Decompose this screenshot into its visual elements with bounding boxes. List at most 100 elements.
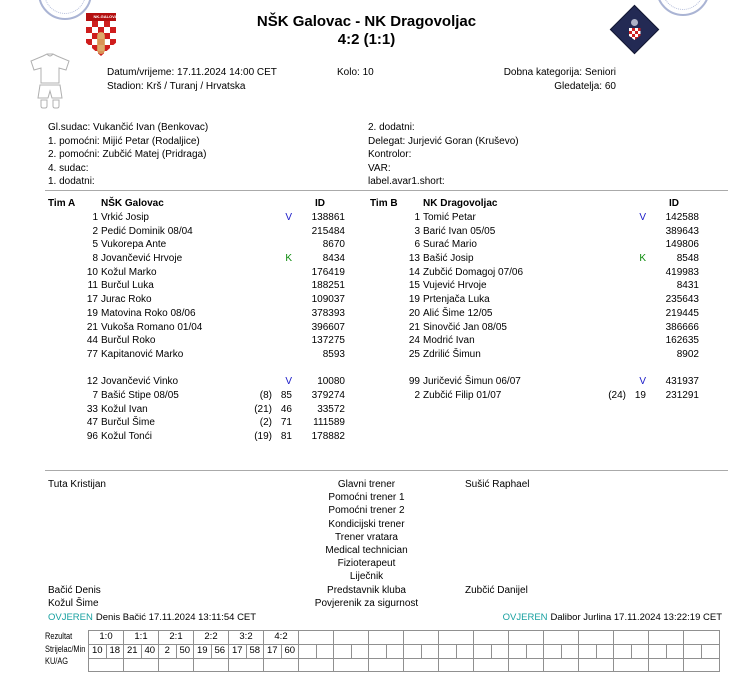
- score-cell: [474, 631, 509, 644]
- player-name: Zubčić Filip 01/07: [423, 389, 502, 401]
- scorer-minute-cell: 19: [194, 645, 212, 658]
- player-number: 3: [414, 225, 420, 237]
- score-cell: [369, 631, 404, 644]
- minute-or-mark: [272, 238, 292, 252]
- minute-or-mark: [626, 348, 646, 362]
- player-row: 6 Surać Mario 149806: [370, 238, 702, 252]
- scorer-minute-cell: [579, 645, 597, 658]
- substitution-info: [242, 334, 292, 348]
- home-staff-name: Tuta Kristijan: [48, 479, 106, 490]
- player-number: 25: [408, 348, 420, 360]
- player-row: 15 Vujević Hrvoje 8431: [370, 279, 702, 293]
- player-id: 231291: [665, 389, 699, 401]
- player-id: 215484: [311, 225, 345, 237]
- player-row: 14 Zubčić Domagoj 07/06 419983: [370, 266, 702, 280]
- minute-or-mark: [272, 348, 292, 362]
- player-name: Vrkić Josip: [101, 212, 149, 223]
- staff-row: Glavni trener Tuta Kristijan Sušić Raphael: [0, 478, 733, 491]
- grid-row-label: Rezultat: [45, 631, 73, 642]
- kuag-cell: [194, 659, 229, 671]
- score-cell: [509, 631, 544, 644]
- minute-or-mark: V: [285, 212, 292, 223]
- minute-or-mark: [272, 279, 292, 293]
- sub-for-number: (19): [254, 431, 272, 442]
- player-name: Zubčić Domagoj 07/06: [423, 266, 524, 278]
- player-number: 11: [87, 280, 98, 292]
- substitution-info: (2) 71: [242, 416, 292, 430]
- goalkeeper-mark: V: [596, 375, 646, 389]
- kuag-cell: [89, 659, 124, 671]
- scorer-minute-cell: [527, 645, 544, 658]
- score-cell: [404, 631, 439, 644]
- player-id: 431937: [665, 376, 699, 388]
- player-id: 219445: [665, 307, 699, 319]
- player-id: 109037: [311, 294, 345, 306]
- staff-role-label: Pomoćni trener 2: [328, 505, 405, 517]
- scorer-minute-cell: [334, 645, 352, 658]
- substitution-info: [242, 307, 292, 321]
- kuag-cell: [124, 659, 159, 671]
- player-row: 17 Jurac Roko 109037: [48, 293, 348, 307]
- scorer-minute-cell: 10: [89, 645, 107, 658]
- substitution-info: [596, 279, 646, 293]
- minute-or-mark: 81: [280, 431, 292, 442]
- sub-for-number: [242, 307, 272, 321]
- minute-or-mark: [626, 307, 646, 321]
- stadium: Stadion: Krš / Turanj / Hrvatska: [107, 81, 246, 92]
- crest-figure: [97, 32, 105, 54]
- staff-role-label: Liječnik: [349, 571, 384, 583]
- spacer: [242, 197, 292, 211]
- player-id: 149806: [665, 239, 699, 251]
- age-category: Dobna kategorija: Seniori: [503, 67, 616, 78]
- kuag-cell: [614, 659, 649, 671]
- home-club-crest-icon: NK-GALOVAC: [86, 13, 116, 56]
- player-row: 47 Burčul Šime (2) 71 111589: [48, 416, 348, 430]
- sub-for-number: [596, 279, 626, 293]
- score-cell: [614, 631, 649, 644]
- player-id: 8548: [676, 253, 699, 265]
- verification-detail: Denis Bačić 17.11.2024 13:11:54 CET: [95, 612, 257, 623]
- player-row: 1 Tomić Petar V 142588: [370, 211, 702, 225]
- substitution-info: [596, 321, 646, 335]
- scorer-minute-cell: [352, 645, 369, 658]
- scorer-minute-row: 10 18 21 40 2 50 19 56 17 58 17 60: [89, 645, 719, 659]
- sub-for-number: (24): [608, 389, 626, 401]
- staff-role-label: Pomoćni trener 1: [328, 492, 405, 504]
- verification-detail: Dalibor Jurlina 17.11.2024 13:22:19 CET: [550, 612, 722, 623]
- player-number: 33: [86, 403, 98, 415]
- substitution-info: [242, 293, 292, 307]
- player-row: 19 Prtenjača Luka 235643: [370, 293, 702, 307]
- sub-for-number: [596, 307, 626, 321]
- kuag-cell: [544, 659, 579, 671]
- scorer-minute-cell: 2: [159, 645, 177, 658]
- player-id: 162635: [665, 335, 699, 347]
- kuag-row: [89, 659, 719, 671]
- sub-for-number: (8): [259, 389, 272, 401]
- player-name: Surać Mario: [423, 239, 477, 251]
- player-row: 21 Vukoša Romano 01/04 396607: [48, 321, 348, 335]
- player-number: 20: [408, 307, 420, 319]
- player-number: 1: [92, 212, 98, 223]
- minute-or-mark: K: [285, 253, 292, 265]
- scorer-minute-cell: [597, 645, 614, 658]
- official-entry: Gl.sudac: Vukančić Ivan (Benkovac): [48, 122, 209, 133]
- kit-icon: [30, 53, 70, 109]
- player-row: 96 Kožul Tonći (19) 81 178882: [48, 430, 348, 444]
- match-score: 4:2 (1:1): [337, 31, 396, 48]
- score-cell: 4:2: [264, 631, 299, 644]
- sub-for-number: [242, 238, 272, 252]
- staff-role-label: Predstavnik kluba: [327, 584, 406, 596]
- player-id: 178882: [311, 431, 345, 442]
- player-name: Barić Ivan 05/05: [423, 225, 496, 237]
- player-name: Jurac Roko: [101, 294, 152, 306]
- substitution-info: [596, 266, 646, 280]
- player-number: 44: [86, 335, 98, 347]
- player-name: Bašić Josip: [423, 253, 474, 265]
- player-row: 20 Alić Šime 12/05 219445: [370, 307, 702, 321]
- sub-for-number: [596, 375, 626, 389]
- scorer-minute-cell: [702, 645, 720, 658]
- sub-for-number: [596, 348, 626, 362]
- minute-or-mark: V: [639, 212, 646, 223]
- player-row: 44 Burčul Roko 137275: [48, 334, 348, 348]
- player-id: 33572: [317, 403, 345, 415]
